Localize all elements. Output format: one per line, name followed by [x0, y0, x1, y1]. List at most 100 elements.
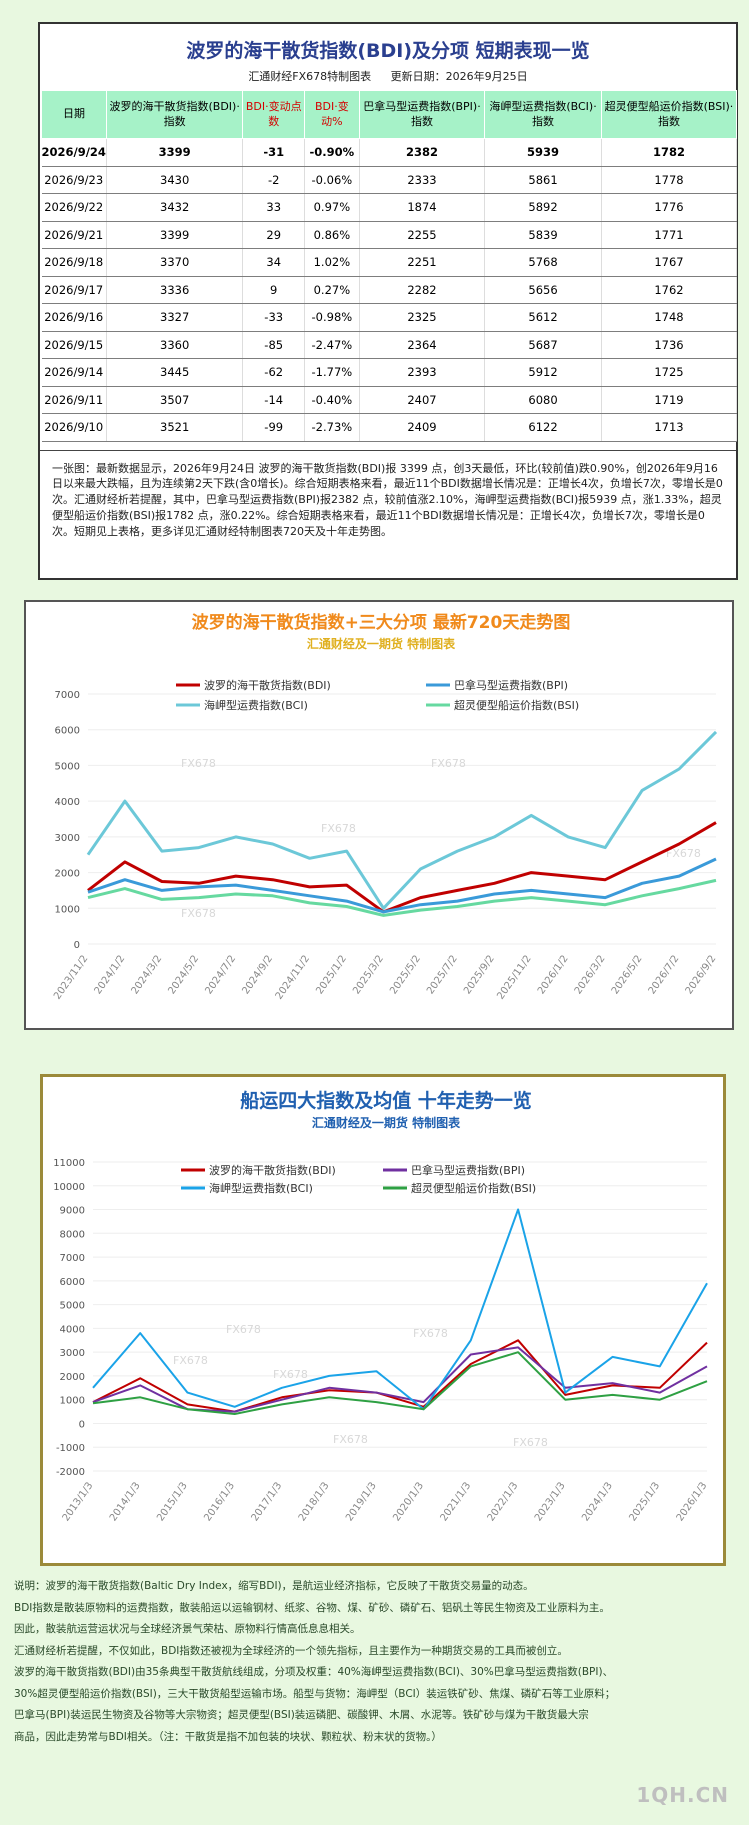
x-tick-label: 2024/1/3 [580, 1480, 615, 1523]
x-tick-label: 2025/5/2 [388, 953, 423, 996]
watermark: FX678 [333, 1433, 368, 1446]
chart-title: 波罗的海干散货指数+三大分项 最新720天走势图 [192, 612, 571, 633]
legend-label-2: 海岬型运费指数(BCI) [209, 1181, 313, 1195]
table-cell: 3445 [106, 358, 244, 387]
table-cell: 6122 [484, 413, 602, 442]
x-tick-label: 2026/7/2 [647, 953, 682, 996]
table-cell: 34 [242, 248, 305, 277]
table-cell: 2026/9/10 [41, 413, 107, 442]
table-row: 2026/9/16 3327 -33 -0.98% 2325 5612 1748 [41, 303, 738, 332]
x-tick-label: 2026/1/2 [536, 953, 571, 996]
table-cell: 1762 [601, 276, 738, 304]
bdi-table: 日期 波罗的海干散货指数(BDI)·指数 BDI·变动点数 BDI·变动% 巴拿马型运费… [41, 90, 738, 442]
x-tick-label: 2022/1/3 [486, 1480, 521, 1523]
table-row: 2026/9/11 3507 -14 -0.40% 2407 6080 1719 [41, 386, 738, 414]
table-header-3: BDI·变动% [304, 90, 360, 139]
table-header-0: 日期 [41, 90, 107, 139]
x-tick-label: 2023/1/3 [533, 1480, 568, 1523]
table-cell: 2026/9/21 [41, 221, 107, 249]
y-tick-label: 1000 [55, 904, 80, 915]
table-header-1: 波罗的海干散货指数(BDI)·指数 [105, 90, 244, 139]
watermark: FX678 [273, 1368, 308, 1381]
x-tick-label: 2014/1/3 [108, 1480, 143, 1523]
table-cell: 5687 [484, 331, 602, 359]
table-row: 2026/9/15 3360 -85 -2.47% 2364 5687 1736 [41, 331, 738, 359]
table-cell: 1874 [359, 193, 486, 222]
table-cell: 1771 [601, 221, 738, 249]
x-tick-label: 2025/1/2 [314, 953, 349, 996]
table-cell: 3336 [106, 276, 244, 304]
table-row: 2026/9/21 3399 29 0.86% 2255 5839 1771 [41, 221, 738, 249]
x-tick-label: 2017/1/3 [250, 1480, 285, 1523]
table-cell: 2333 [359, 166, 486, 194]
y-tick-label: 4000 [55, 797, 80, 808]
table-cell: 3432 [106, 193, 244, 222]
description-line: 波罗的海干散货指数(BDI)由35条典型干散货航线组成，分项及权重：40%海岬型… [14, 1666, 614, 1679]
table-cell: 9 [242, 276, 305, 304]
table-cell: -99 [242, 413, 305, 442]
x-tick-label: 2023/11/2 [52, 953, 90, 1001]
table-cell: 1719 [601, 386, 738, 414]
table-cell: 5839 [484, 221, 602, 249]
table-cell: 2026/9/15 [41, 331, 107, 359]
watermark: FX678 [321, 822, 356, 835]
table-cell: 5656 [484, 276, 602, 304]
table-cell: 2026/9/22 [41, 193, 107, 222]
x-tick-label: 2020/1/3 [391, 1480, 426, 1523]
table-cell: 2251 [359, 248, 486, 277]
legend-label-3: 超灵便型船运价指数(BSI) [411, 1181, 536, 1195]
table-row: 2026/9/22 3432 33 0.97% 1874 5892 1776 [41, 193, 738, 222]
chart-title: 船运四大指数及均值 十年走势一览 [240, 1089, 532, 1112]
legend-label-1: 巴拿马型运费指数(BPI) [411, 1163, 525, 1177]
watermark: FX678 [431, 757, 466, 770]
table-cell: -31 [242, 138, 305, 167]
table-cell: 2282 [359, 276, 486, 304]
y-tick-label: 2000 [60, 1372, 85, 1383]
chart-subtitle: 汇通财经及一期货 特制图表 [312, 1115, 461, 1130]
short-term-table-panel: 波罗的海干散货指数(BDI)及分项 短期表现一览 汇通财经FX678特制图表 更… [38, 22, 738, 580]
table-body: 2026/9/24 3399 -31 -0.90% 2382 5939 1782 2026/9… [41, 138, 738, 442]
table-row: 2026/9/24 3399 -31 -0.90% 2382 5939 1782 [41, 138, 738, 167]
table-cell: 5912 [484, 358, 602, 387]
chart-720-days-panel: 波罗的海干散货指数+三大分项 最新720天走势图 汇通财经及一期货 特制图表 0 10… [24, 600, 734, 1030]
publisher-label: 汇通财经FX678特制图表 [248, 70, 372, 83]
table-subtitle: 汇通财经FX678特制图表 更新日期：2026年9月25日 [40, 68, 736, 84]
y-tick-label: 8000 [60, 1229, 85, 1240]
chart-subtitle: 汇通财经及一期货 特制图表 [307, 636, 456, 651]
watermark: FX678 [513, 1436, 548, 1449]
table-cell: 5612 [484, 303, 602, 332]
table-cell: 1736 [601, 331, 738, 359]
table-cell: 33 [242, 193, 305, 222]
legend-label-2: 海岬型运费指数(BCI) [204, 698, 308, 712]
y-tick-label: 3000 [55, 833, 80, 844]
x-tick-label: 2024/11/2 [274, 953, 312, 1001]
watermark: FX678 [666, 847, 701, 860]
y-tick-label: 5000 [55, 761, 80, 772]
description-block: 说明：波罗的海干散货指数(Baltic Dry Index，缩写BDI)，是航运… [14, 1576, 739, 1748]
table-cell: 5892 [484, 193, 602, 222]
table-cell: -2 [242, 166, 305, 194]
description-line: 商品，因此走势常与BDI相关。（注：干散货是指不加包装的块状、颗粒状、粉末状的货… [14, 1730, 442, 1743]
x-tick-label: 2024/1/2 [93, 953, 128, 996]
table-header-6: 超灵便型船运价指数(BSI)·指数 [600, 90, 738, 139]
y-tick-label: 4000 [60, 1324, 85, 1335]
table-cell: 2026/9/16 [41, 303, 107, 332]
x-tick-label: 2021/1/3 [439, 1480, 474, 1523]
watermark: FX678 [226, 1323, 261, 1336]
description-line: BDI指数是散装原物料的运费指数，散装船运以运输钢材、纸浆、谷物、煤、矿砂、磷矿… [14, 1601, 610, 1614]
table-cell: 3399 [106, 221, 244, 249]
table-header-5: 海岬型运费指数(BCI)·指数 [484, 90, 602, 139]
update-date: 更新日期：2026年9月25日 [390, 70, 528, 83]
y-tick-label: -1000 [56, 1443, 85, 1454]
series-line-3 [92, 1351, 708, 1415]
table-cell: 2364 [359, 331, 486, 359]
table-row: 2026/9/23 3430 -2 -0.06% 2333 5861 1778 [41, 166, 738, 194]
x-tick-label: 2025/3/2 [351, 953, 386, 996]
y-tick-label: 10000 [53, 1182, 85, 1193]
table-cell: 1.02% [304, 248, 360, 277]
y-tick-label: 6000 [60, 1277, 85, 1288]
legend-label-1: 巴拿马型运费指数(BPI) [454, 678, 568, 692]
x-tick-label: 2025/9/2 [462, 953, 497, 996]
table-cell: 2325 [359, 303, 486, 332]
watermark: FX678 [173, 1354, 208, 1367]
